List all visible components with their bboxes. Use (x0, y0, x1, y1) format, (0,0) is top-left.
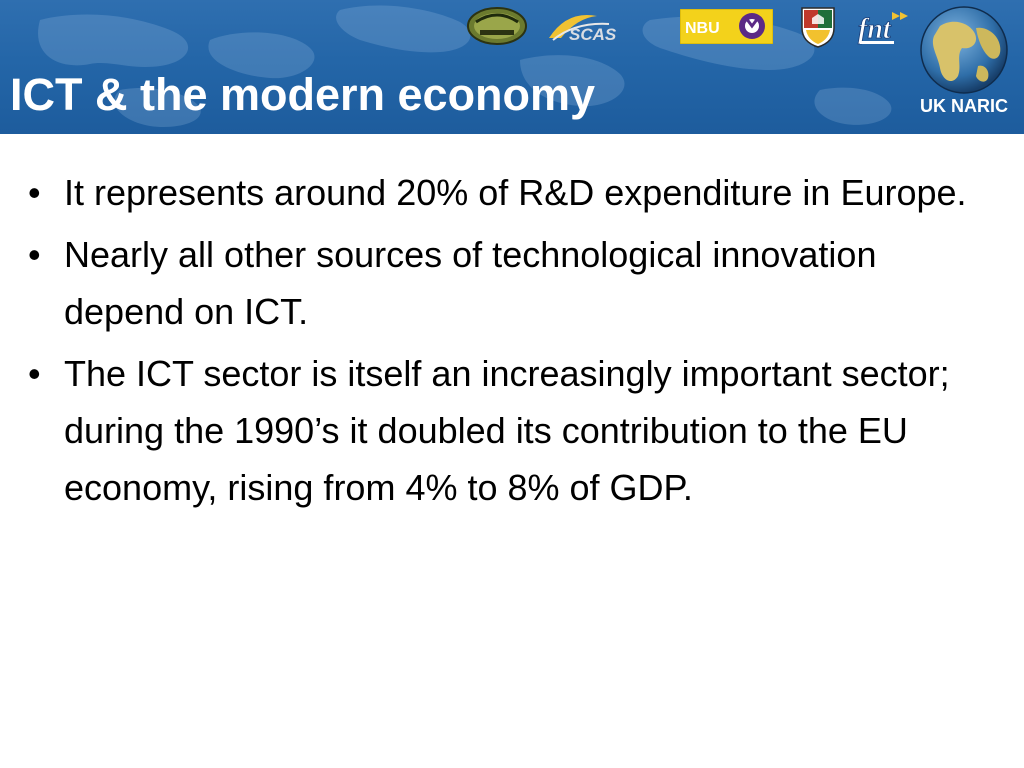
scas-logo-text: SCAS (569, 25, 617, 44)
nbu-logo: NBU (680, 9, 773, 44)
globe-icon (920, 6, 1008, 94)
fnt-logo: fnt (858, 12, 908, 45)
uk-naric-logo-text: UK NARIC (920, 96, 1008, 116)
bullet-marker: • (28, 234, 41, 275)
bullet-item: • It represents around 20% of R&D expend… (28, 164, 1003, 221)
bullet-item: • Nearly all other sources of technologi… (28, 226, 1003, 340)
fnt-logo-text: fnt (858, 14, 892, 45)
bullet-text: The ICT sector is itself an increasingly… (64, 353, 950, 508)
bullet-marker: • (28, 172, 41, 213)
nbu-logo-text: NBU (685, 20, 720, 37)
header-banner: ICT & the modern economy SCAS NBU (0, 0, 1024, 134)
bullet-item: • The ICT sector is itself an increasing… (28, 345, 1003, 516)
university-shield-logo (801, 7, 835, 48)
slide-title: ICT & the modern economy (10, 69, 596, 120)
bullet-text: Nearly all other sources of technologica… (64, 234, 877, 332)
bullet-text: It represents around 20% of R&D expendit… (64, 172, 967, 213)
scas-logo: SCAS (549, 14, 617, 44)
bullet-marker: • (28, 353, 41, 394)
community-centre-logo (467, 7, 527, 45)
world-map-background (38, 5, 892, 128)
bullet-list: • It represents around 20% of R&D expend… (28, 164, 1003, 521)
